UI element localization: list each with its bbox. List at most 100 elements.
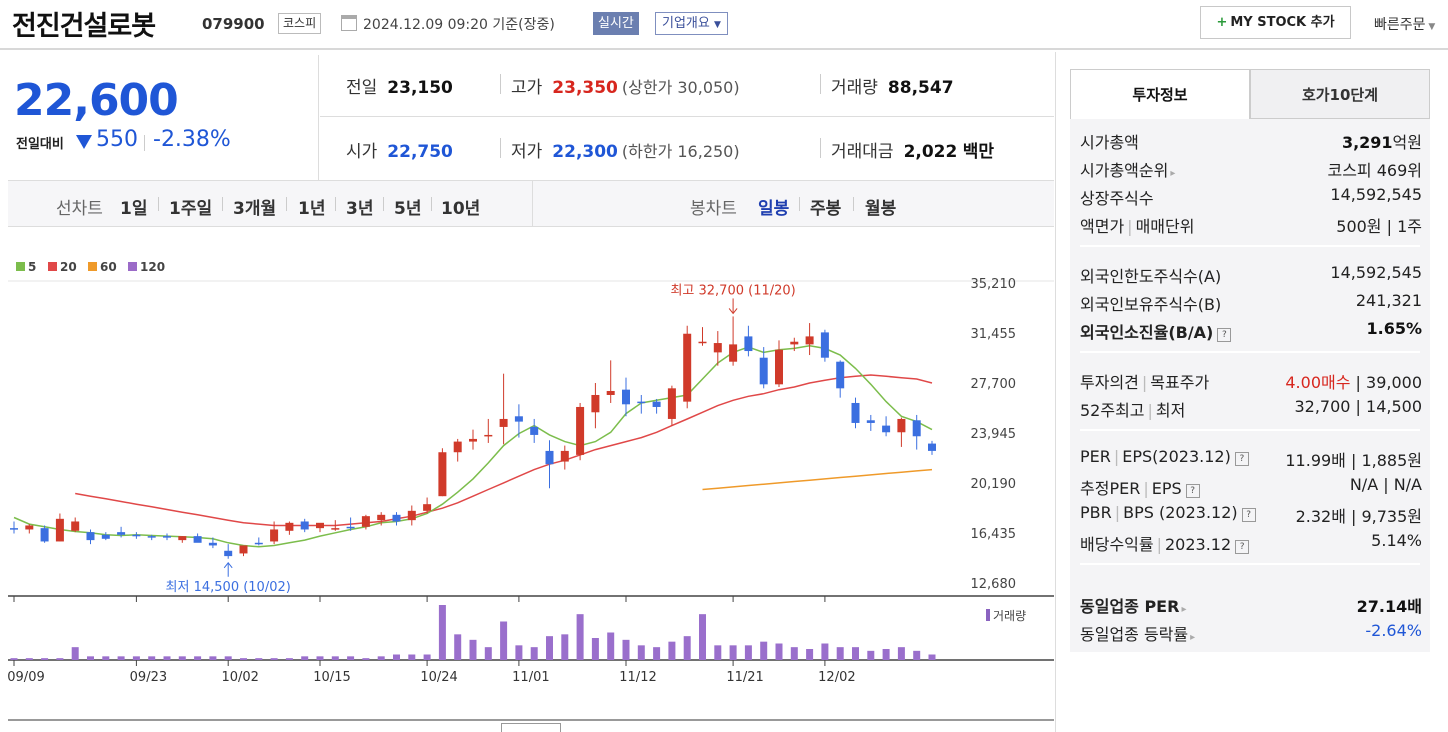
period-5y[interactable]: 5년 — [394, 199, 422, 219]
opinion-label: 투자의견 | 목표주가 — [1080, 373, 1210, 392]
quick-order-dropdown[interactable]: 빠른주문 ▼ — [1374, 14, 1435, 34]
shares-label: 상장주식수 — [1080, 189, 1154, 208]
candle-body — [729, 344, 738, 362]
est-per-eps-label: 추정PER | EPS? — [1080, 475, 1200, 499]
chevron-down-icon: ▼ — [713, 20, 721, 30]
price-change: 550 — [96, 127, 138, 152]
dividend-value: 5.14% — [1371, 531, 1422, 550]
tab-order-book[interactable]: 호가10단계 — [1250, 69, 1430, 119]
high-arrow-head — [728, 308, 738, 315]
volume-bar — [852, 647, 859, 660]
help-icon[interactable]: ? — [1185, 484, 1200, 498]
legend-label: 60 — [100, 260, 117, 274]
par-unit-value: 500원 | 1주 — [1336, 217, 1422, 236]
chevron-right-icon: ▸ — [1170, 168, 1176, 179]
candle-body — [254, 542, 263, 545]
candle-body — [805, 336, 814, 345]
candle-body — [545, 450, 554, 465]
y-tick-label: 31,455 — [971, 327, 1017, 342]
volume-bar — [393, 654, 400, 660]
tab-investment-info[interactable]: 투자정보 — [1070, 69, 1250, 119]
legend-swatch — [16, 262, 25, 271]
price-chart[interactable]: 35,210 31,455 27,700 23,945 20,190 16,435 12,6… — [8, 228, 1054, 718]
volume-bar — [867, 650, 875, 660]
period-monthly[interactable]: 월봉 — [865, 199, 897, 219]
sector-change-value: -2.64% — [1365, 621, 1422, 640]
candle-body — [270, 529, 279, 542]
my-stock-add-button[interactable]: + MY STOCK 추가 — [1200, 6, 1351, 39]
volume-bar — [622, 639, 630, 660]
volume-bar — [790, 647, 798, 660]
divider — [383, 197, 384, 211]
help-icon[interactable]: ? — [1217, 328, 1232, 342]
period-daily[interactable]: 일봉 — [758, 199, 790, 219]
down-triangle-icon — [76, 135, 92, 149]
volume-bar — [56, 658, 64, 660]
per-eps-label: PER | EPS(2023.12)? — [1080, 447, 1249, 466]
candle-body — [285, 522, 294, 531]
high-label: 고가 — [511, 78, 543, 98]
help-icon[interactable]: ? — [1241, 508, 1256, 522]
volume-bar — [132, 656, 140, 660]
company-overview-dropdown[interactable]: 기업개요 ▼ — [655, 12, 728, 35]
candle-body — [346, 526, 355, 529]
candle-body — [606, 390, 615, 395]
market-badge: 코스피 — [278, 13, 322, 34]
upper-limit: (상한가 30,050) — [621, 78, 740, 97]
realtime-button[interactable]: 실시간 — [593, 12, 639, 35]
market-cap-label: 시가총액 — [1080, 133, 1139, 152]
candle-body — [392, 514, 401, 522]
volume-bar — [913, 650, 921, 660]
help-icon[interactable]: ? — [1235, 540, 1250, 554]
volume-bar — [882, 649, 890, 660]
divider — [8, 719, 1054, 721]
opinion-value: 4.00매수 | 39,000 — [1285, 373, 1422, 392]
calendar-icon — [341, 15, 357, 31]
volume-bar — [10, 658, 18, 660]
volume-bar — [683, 636, 691, 660]
candle-body — [866, 420, 875, 423]
sector-per-value: 27.14배 — [1356, 597, 1422, 616]
candle-body — [193, 536, 202, 543]
foreign-ratio-value: 1.65% — [1366, 319, 1422, 338]
volume: 거래량 88,547 — [831, 73, 954, 98]
candle-body — [453, 441, 462, 453]
volume-bar — [836, 647, 844, 660]
volume-bar — [484, 647, 492, 660]
volume-legend-swatch — [986, 609, 990, 621]
volume-bar — [224, 656, 232, 660]
ma60-line — [702, 468, 933, 491]
candle-body — [576, 406, 585, 455]
quick-order-label: 빠른주문 — [1374, 17, 1426, 33]
candle-body — [224, 550, 233, 557]
current-price-box: 22,600 전일대비 550 -2.38% — [8, 55, 320, 180]
period-weekly[interactable]: 주봉 — [810, 199, 842, 219]
candle-body — [71, 521, 80, 531]
volume-bar — [71, 647, 79, 660]
volume-bar — [454, 634, 462, 660]
period-3y[interactable]: 3년 — [346, 199, 374, 219]
help-icon[interactable]: ? — [1234, 452, 1249, 466]
low-price: 저가 22,300 (하한가 16,250) — [511, 137, 740, 162]
x-tick-label: 10/24 — [420, 670, 457, 685]
sector-per-label[interactable]: 동일업종 PER ▸ — [1080, 597, 1187, 616]
divider — [820, 74, 821, 94]
sector-change-label[interactable]: 동일업종 등락률 ▸ — [1080, 625, 1196, 644]
volume-bar — [653, 647, 661, 660]
market-cap-rank-label[interactable]: 시가총액순위 ▸ — [1080, 161, 1176, 180]
market-cap-rank-value: 코스피 469위 — [1327, 161, 1422, 180]
period-1y[interactable]: 1년 — [298, 199, 326, 219]
period-3m[interactable]: 3개월 — [233, 199, 277, 219]
volume-bar — [775, 643, 783, 660]
foreign-hold-label: 외국인보유주식수(B) — [1080, 295, 1222, 314]
period-10y[interactable]: 10년 — [441, 199, 481, 219]
legend-label: 120 — [140, 260, 165, 274]
candle-body — [361, 516, 370, 527]
period-1w[interactable]: 1주일 — [169, 199, 213, 219]
volume-bar — [423, 654, 431, 660]
quote-datetime: 2024.12.09 09:20 기준(장중) — [363, 17, 555, 33]
chart-resize-handle[interactable] — [501, 723, 561, 732]
volume-bar — [240, 658, 247, 660]
volume-bar — [530, 647, 538, 660]
period-1d[interactable]: 1일 — [120, 199, 148, 219]
